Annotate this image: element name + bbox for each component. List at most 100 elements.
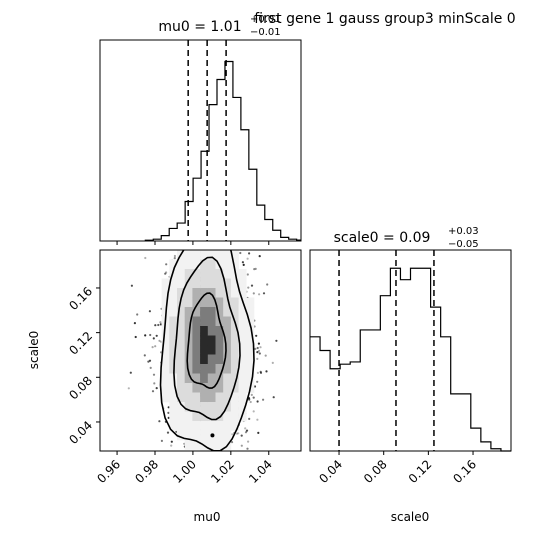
density-cell xyxy=(192,373,201,384)
scatter-point xyxy=(165,263,168,266)
scatter-point xyxy=(160,439,163,442)
scatter-point xyxy=(256,400,259,403)
density-cell xyxy=(192,307,201,317)
scatter-point xyxy=(258,293,261,296)
scatter-point xyxy=(158,339,161,342)
scatter-point xyxy=(241,261,244,264)
scatter-point xyxy=(158,420,161,423)
scatter-point xyxy=(170,233,172,235)
scatter-point xyxy=(248,417,251,420)
density-cell xyxy=(238,383,247,393)
scatter-point xyxy=(209,247,211,249)
density-cell xyxy=(207,345,216,355)
scatter-point xyxy=(212,222,214,224)
density-cell xyxy=(200,392,209,403)
scatter-point xyxy=(187,242,189,244)
scatter-point xyxy=(153,382,156,385)
density-cell xyxy=(177,259,185,270)
density-cell xyxy=(207,402,216,412)
scatter-point xyxy=(254,347,257,350)
density-cell xyxy=(184,250,193,260)
density-cell xyxy=(223,297,232,308)
density-cell xyxy=(215,354,224,365)
density-cell xyxy=(207,259,216,270)
density-cell xyxy=(207,326,216,336)
density-cell xyxy=(184,345,193,355)
density-cell xyxy=(215,335,224,346)
scatter-point xyxy=(244,431,248,434)
scatter-point xyxy=(191,233,193,235)
scatter-point xyxy=(232,246,234,248)
density-contour-0 xyxy=(159,250,255,451)
density-cell xyxy=(238,345,247,355)
scatter-point xyxy=(266,283,269,286)
density-cell xyxy=(238,307,247,317)
scatter-point xyxy=(170,440,173,443)
scatter-point xyxy=(152,337,155,340)
scatter-point xyxy=(210,244,212,246)
density-cell xyxy=(192,345,201,355)
density-cell xyxy=(230,345,239,355)
density-cell xyxy=(169,335,178,346)
scatter-point xyxy=(237,432,240,435)
joint-ytick-label-2: 0.12 xyxy=(66,329,95,358)
density-cell xyxy=(184,307,193,317)
density-cell xyxy=(207,269,216,279)
scatter-point xyxy=(240,444,243,447)
density-cell xyxy=(177,345,185,355)
density-cell xyxy=(192,392,201,403)
scatter-point xyxy=(196,246,198,248)
density-cell xyxy=(230,297,239,308)
scatter-point xyxy=(229,193,231,195)
scatter-point xyxy=(185,244,187,246)
scatter-point xyxy=(159,321,162,324)
scatter-point xyxy=(255,334,258,337)
density-cell xyxy=(184,364,193,374)
scatter-point xyxy=(247,286,250,289)
density-cell xyxy=(192,259,201,270)
scatter-point xyxy=(165,271,168,274)
density-cell xyxy=(223,316,232,327)
scatter-point xyxy=(197,243,199,245)
density-cell xyxy=(223,364,232,374)
density-cell xyxy=(169,269,178,279)
density-cell xyxy=(223,383,232,393)
density-cell xyxy=(207,278,216,289)
scatter-point xyxy=(258,352,261,355)
scatter-point xyxy=(257,342,260,345)
scatter-point xyxy=(252,292,255,295)
scatter-point xyxy=(246,257,249,260)
density-cell xyxy=(192,250,201,260)
figure-suptitle: first gene 1 gauss group3 minScale 0 xyxy=(254,11,515,27)
scatter-point xyxy=(262,292,266,295)
density-cell xyxy=(223,278,232,289)
density-cell xyxy=(223,430,232,441)
density-cell xyxy=(169,288,178,298)
density-cell xyxy=(192,326,201,336)
scatter-point xyxy=(157,323,160,327)
scatter-point xyxy=(167,416,170,419)
density-cell xyxy=(215,250,224,260)
density-cell xyxy=(169,326,178,336)
density-cell xyxy=(184,383,193,393)
density-cell xyxy=(200,335,209,346)
density-cell xyxy=(223,373,232,384)
density-cell xyxy=(192,411,201,422)
scatter-point xyxy=(198,246,200,248)
scatter-point xyxy=(185,228,187,230)
scatter-point xyxy=(154,345,157,348)
density-cell xyxy=(215,278,224,289)
density-cell xyxy=(161,288,170,298)
scatter-point xyxy=(159,323,162,326)
density-cell xyxy=(177,364,185,374)
density-cell xyxy=(207,440,216,450)
density-cell xyxy=(184,326,193,336)
joint-ylabel: scale0 xyxy=(27,331,41,370)
density-cell xyxy=(238,316,247,327)
density-cell xyxy=(230,250,239,260)
density-cell xyxy=(169,297,178,308)
density-cell xyxy=(246,364,255,374)
density-cell xyxy=(169,259,178,270)
scatter-point xyxy=(262,398,265,401)
density-cell xyxy=(223,250,232,260)
